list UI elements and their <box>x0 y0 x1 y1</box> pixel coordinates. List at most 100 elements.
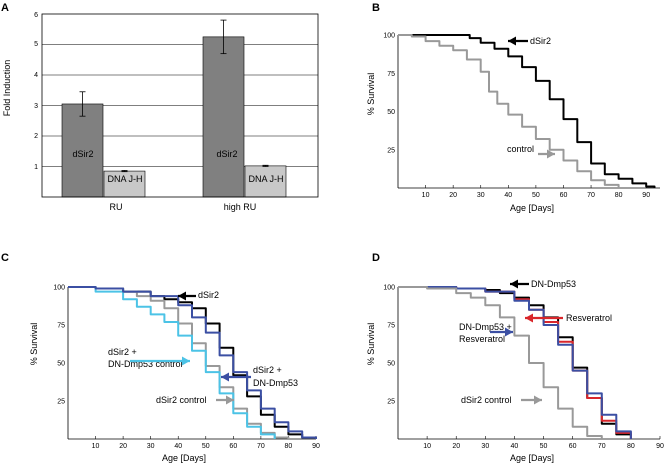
panel-d-arrow-dn-dmp53-head <box>510 279 518 289</box>
panel-a-bar-label-dnajh-ru: DNA J-H <box>107 174 142 184</box>
panel-c-xlabel: Age [Days] <box>162 453 206 463</box>
panel-a-bar-label-dnajh-high-ru: DNA J-H <box>248 174 283 184</box>
panel-c-ytick-label: 75 <box>57 323 65 330</box>
panel-d-xtick-label: 80 <box>627 443 635 450</box>
panel-d-label-dn-res-1: DN-Dmp53 + <box>459 322 512 332</box>
panel-d-label-dn-res-2: Resveratrol <box>459 334 505 344</box>
panel-d-label-dn-dmp53: DN-Dmp53 <box>531 279 576 289</box>
panel-b-xtick-label: 50 <box>532 192 540 199</box>
panel-c-arrow-dsir2-dn-head <box>221 372 229 382</box>
panel-b-ytick-label: 50 <box>387 109 395 116</box>
panel-a-ytick-1: 1 <box>34 164 38 171</box>
panel-d-label-resveratrol: Resveratrol <box>566 313 612 323</box>
panel-a-ytick-6: 6 <box>34 12 38 19</box>
panel-b-ylabel: % Survival <box>366 73 376 116</box>
panel-d-arrow-dsir2-control-head <box>534 395 542 405</box>
panel-c-xtick-label: 30 <box>147 443 155 450</box>
panel-a-bar-dsir2-high-ru <box>202 36 245 198</box>
panel-d-ytick-label: 25 <box>387 399 395 406</box>
panel-c-xtick-label: 60 <box>229 443 237 450</box>
panel-a-ytick-3: 3 <box>34 103 38 110</box>
panel-b-line-control <box>398 34 620 188</box>
panel-b-xtick-label: 20 <box>449 192 457 199</box>
panel-b-xtick-label: 30 <box>477 192 485 199</box>
panel-d-line-resveratrol <box>398 286 632 439</box>
panel-d-line-dn-dmp53 <box>398 286 632 439</box>
panel-c-survival-chart: % Survival Age [Days] 10 20 30 40 50 60 70 80 90… <box>29 285 320 464</box>
panel-b-xtick-label: 70 <box>587 192 595 199</box>
panel-b-ytick-label: 75 <box>387 71 395 78</box>
panel-a-ylabel: Fold Induction <box>2 60 12 117</box>
panel-c-xtick-label: 80 <box>285 443 293 450</box>
panel-a-bars <box>61 19 287 198</box>
panel-c-arrow-dsir2-control-head <box>226 395 234 405</box>
panel-a-category-ru: RU <box>110 202 123 212</box>
panel-c-arrow-dsir2-dn-control-head <box>182 356 190 366</box>
panel-d-xtick-label: 40 <box>511 443 519 450</box>
panel-c-series <box>68 286 317 439</box>
panel-d-ytick-label: 50 <box>387 361 395 368</box>
panel-c-xtick-label: 70 <box>257 443 265 450</box>
panel-d-series <box>398 286 632 439</box>
panel-d-line-dn-dmp53-resveratrol <box>398 286 632 439</box>
panel-d-ytick-label: 100 <box>383 285 395 292</box>
panel-a-ytick-4: 4 <box>34 72 38 79</box>
panel-b-arrow-dsir2-head <box>508 36 516 46</box>
panel-c-arrow-dsir2-head <box>178 291 186 301</box>
panel-b-label-dsir2: dSir2 <box>530 36 551 46</box>
panel-c-ytick-label: 25 <box>57 399 65 406</box>
panel-b-arrows <box>508 36 555 159</box>
panel-c-xtick-label: 50 <box>202 443 210 450</box>
panel-a-ytick-2: 2 <box>34 133 38 140</box>
panel-d-arrow-resveratrol-head <box>525 313 533 323</box>
panel-d-xtick-label: 10 <box>423 443 431 450</box>
panel-b-label-control: control <box>507 144 534 154</box>
panel-a-bar-label-dsir2-ru: dSir2 <box>72 149 93 159</box>
panel-b-xlabel: Age [Days] <box>510 203 554 213</box>
panel-c-xtick-label: 20 <box>119 443 127 450</box>
panel-d-line-dsir2-control <box>398 286 603 439</box>
panel-c-ylabel: % Survival <box>29 323 39 366</box>
panel-b-ytick-label: 100 <box>383 33 395 40</box>
panel-c-ytick-label: 50 <box>57 361 65 368</box>
panel-c-xtick-label: 40 <box>174 443 182 450</box>
panel-b-xtick-label: 80 <box>615 192 623 199</box>
panel-letter-a: A <box>1 2 9 14</box>
panel-c-label-dsir2: dSir2 <box>198 290 219 300</box>
panel-b-ytick-label: 25 <box>387 147 395 154</box>
panel-a-category-high-ru: high RU <box>224 202 257 212</box>
panel-b-xtick-label: 90 <box>642 192 650 199</box>
panel-d-label-dsir2-control: dSir2 control <box>461 395 512 405</box>
panel-a-plot-frame <box>41 13 319 198</box>
panel-d-xtick-label: 90 <box>656 443 664 450</box>
panel-a-bar-label-dsir2-high-ru: dSir2 <box>216 149 237 159</box>
panel-d-xtick-label: 60 <box>569 443 577 450</box>
panel-c-label-dsir2-dn-2: DN-Dmp53 <box>253 378 298 388</box>
panel-c-label-dsir2-dn-1: dSir2 + <box>253 365 282 375</box>
panel-d-ytick-label: 75 <box>387 323 395 330</box>
panel-b-xtick-label: 10 <box>422 192 430 199</box>
panel-c-xtick-label: 90 <box>312 443 320 450</box>
panel-d-xtick-label: 70 <box>598 443 606 450</box>
panel-c-ytick-label: 100 <box>53 285 65 292</box>
panel-letter-d: D <box>372 252 380 264</box>
panel-c-xtick-label: 10 <box>92 443 100 450</box>
panel-a-bar-chart: Fold Induction 6 5 4 3 2 1 RU high RU dS… <box>2 12 319 212</box>
panel-c-arrows <box>130 291 251 405</box>
panel-b-line-dsir2 <box>398 34 656 188</box>
panel-a-ytick-5: 5 <box>34 41 38 48</box>
panel-d-xtick-label: 50 <box>540 443 548 450</box>
panel-c-line-dsir2-dn-dmp53 <box>68 286 317 439</box>
panel-d-arrows <box>490 279 563 405</box>
panel-c-line-dsir2-dn-dmp53-control <box>68 286 276 439</box>
panel-d-xlabel: Age [Days] <box>510 453 554 463</box>
panel-b-arrow-control-head <box>547 149 555 159</box>
panel-b-survival-chart: % Survival Age [Days] 10 20 30 40 50 60 70 80 90… <box>366 33 660 213</box>
panel-a-bar-dsir2-ru <box>61 103 104 198</box>
panel-d-survival-chart: % Survival Age [Days] 10 20 30 40 50 60 70 80 90… <box>366 279 664 463</box>
panel-d-xtick-label: 20 <box>452 443 460 450</box>
panel-letter-c: C <box>1 252 9 264</box>
panel-letter-b: B <box>372 2 380 14</box>
panel-b-ticks: 10 20 30 40 50 60 70 80 90 25 50 75 100 <box>383 33 660 199</box>
